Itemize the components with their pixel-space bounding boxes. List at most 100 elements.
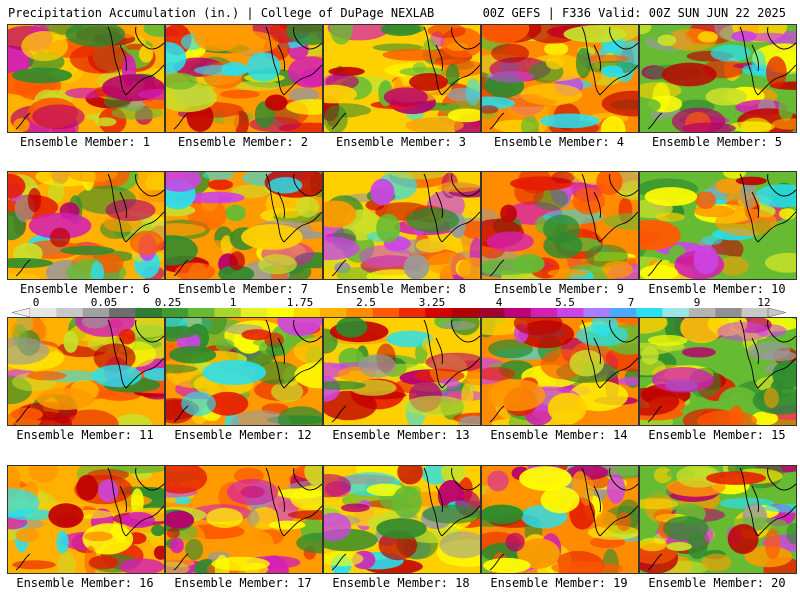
coastline-outline: [489, 467, 638, 571]
ensemble-member-map: [7, 465, 165, 574]
ensemble-member-label: Ensemble Member: 7: [177, 282, 309, 296]
colorbar-swatch: [609, 308, 637, 317]
colorbar-tick-label: 0.05: [91, 296, 118, 309]
ensemble-member-map: [481, 317, 639, 426]
precip-field: [8, 466, 164, 573]
ensemble-member-map: [639, 171, 797, 280]
coastline-outline: [489, 26, 638, 130]
colorbar-tick-label: 0.25: [155, 296, 182, 309]
colorbar-swatch: [530, 308, 558, 317]
colorbar-tick-label: 4: [496, 296, 503, 309]
precip-field: [8, 25, 164, 132]
ensemble-member-map: [7, 24, 165, 133]
ensemble-member-map: [639, 465, 797, 574]
colorbar-swatch: [372, 308, 400, 317]
precip-field: [640, 172, 796, 279]
colorbar-swatch: [346, 308, 373, 317]
ensemble-member-map: [639, 24, 797, 133]
colorbar-swatch: [319, 308, 347, 317]
coastline-outline: [15, 26, 164, 130]
colorbar-swatch: [583, 308, 611, 317]
colorbar-swatch: [399, 308, 426, 317]
colorbar-swatch: [267, 308, 294, 317]
colorbar-swatch: [109, 308, 136, 317]
precip-field: [8, 172, 164, 279]
coastline-outline: [647, 467, 796, 571]
colorbar-swatch: [56, 308, 84, 317]
ensemble-member-label: Ensemble Member: 20: [648, 576, 786, 590]
ensemble-member-label: Ensemble Member: 19: [490, 576, 628, 590]
ensemble-member-map: [481, 171, 639, 280]
ensemble-member-label: Ensemble Member: 15: [648, 428, 786, 442]
precip-field: [8, 318, 164, 425]
ensemble-member-label: Ensemble Member: 2: [177, 135, 309, 149]
header-title: Precipitation Accumulation (in.) | Colle…: [8, 6, 435, 20]
colorbar-swatch: [293, 308, 321, 317]
ensemble-member-label: Ensemble Member: 3: [335, 135, 467, 149]
ensemble-member-map: [639, 317, 797, 426]
precip-field: [166, 172, 322, 279]
colorbar-swatch: [636, 308, 663, 317]
ensemble-member-label: Ensemble Member: 9: [493, 282, 625, 296]
ensemble-member-label: Ensemble Member: 16: [16, 576, 154, 590]
coastline-outline: [647, 319, 796, 423]
ensemble-member-label: Ensemble Member: 1: [19, 135, 151, 149]
precip-field: [324, 466, 480, 573]
header-run-info: 00Z GEFS | F336 Valid: 00Z SUN JUN 22 20…: [482, 6, 786, 20]
ensemble-member-label: Ensemble Member: 18: [332, 576, 470, 590]
colorbar-swatch: [741, 308, 769, 317]
colorbar-swatch: [425, 308, 453, 317]
colorbar-swatch: [504, 308, 532, 317]
colorbar-swatch: [557, 308, 584, 317]
ensemble-member-label: Ensemble Member: 14: [490, 428, 628, 442]
precip-field: [640, 25, 796, 132]
ensemble-member-label: Ensemble Member: 4: [493, 135, 625, 149]
ensemble-member-map: [7, 171, 165, 280]
colorbar-swatch: [240, 308, 268, 317]
ensemble-member-label: Ensemble Member: 8: [335, 282, 467, 296]
colorbar-swatch: [30, 308, 57, 317]
ensemble-member-map: [481, 465, 639, 574]
precip-field: [482, 466, 638, 573]
colorbar-swatch: [451, 308, 479, 317]
colorbar-tick-label: 12: [757, 296, 770, 309]
coastline-outline: [331, 173, 480, 277]
ensemble-member-label: Ensemble Member: 10: [648, 282, 786, 296]
coastline-outline: [331, 319, 480, 423]
colorbar-swatch: [135, 308, 163, 317]
colorbar-tick-label: 1.75: [287, 296, 314, 309]
precip-field: [166, 25, 322, 132]
precip-field: [324, 25, 480, 132]
colorbar-swatch: [662, 308, 690, 317]
colorbar-swatch: [688, 308, 716, 317]
ensemble-member-map: [323, 317, 481, 426]
coastline-outline: [173, 173, 322, 277]
ensemble-member-map: [323, 24, 481, 133]
ensemble-member-label: Ensemble Member: 5: [651, 135, 783, 149]
coastline-outline: [173, 467, 322, 571]
coastline-outline: [331, 26, 480, 130]
ensemble-member-label: Ensemble Member: 12: [174, 428, 312, 442]
colorbar-tick-label: 5.5: [555, 296, 575, 309]
precip-field: [324, 318, 480, 425]
colorbar-max-arrow: [767, 307, 787, 318]
ensemble-member-label: Ensemble Member: 13: [332, 428, 470, 442]
colorbar-swatch: [478, 308, 505, 317]
precip-field: [482, 25, 638, 132]
precip-field: [324, 172, 480, 279]
precip-colorbar: 0 0.05 0.25 1 1.75 2.5 3.25 4 5.5 7 9 12: [11, 296, 787, 318]
ensemble-member-label: Ensemble Member: 6: [19, 282, 151, 296]
precip-field: [640, 318, 796, 425]
colorbar-tick-label: 7: [628, 296, 635, 309]
ensemble-member-label: Ensemble Member: 11: [16, 428, 154, 442]
colorbar-swatch: [214, 308, 242, 317]
coastline-outline: [15, 319, 164, 423]
coastline-outline: [15, 173, 164, 277]
coastline-outline: [331, 467, 480, 571]
ensemble-member-map: [165, 171, 323, 280]
coastline-outline: [173, 26, 322, 130]
precip-field: [166, 466, 322, 573]
ensemble-member-label: Ensemble Member: 17: [174, 576, 312, 590]
ensemble-member-map: [165, 24, 323, 133]
colorbar-swatch: [715, 308, 742, 317]
